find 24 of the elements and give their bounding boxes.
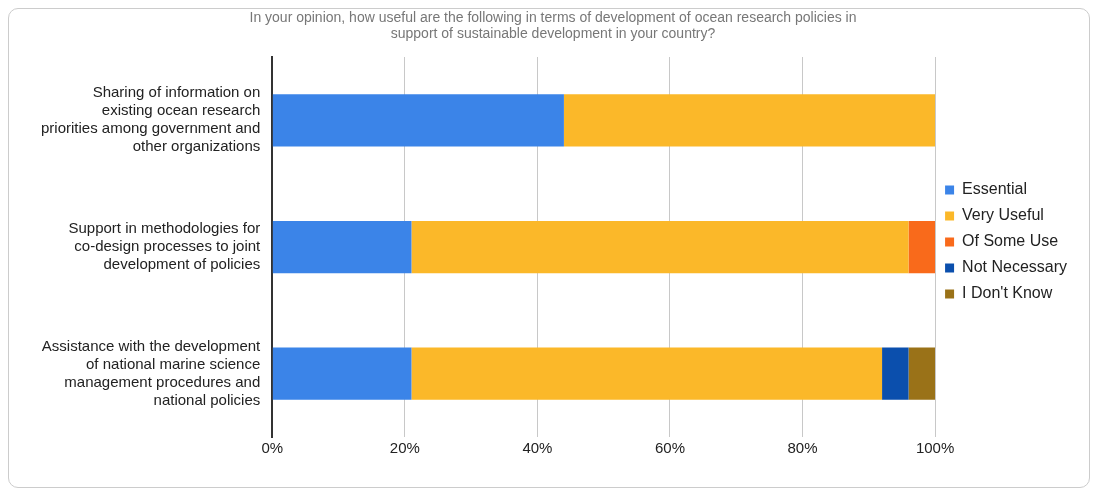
- bar: [411, 220, 909, 274]
- y-tick-label: Support in methodologies for co-design processes to joint development of policies: [68, 219, 262, 273]
- bar: [908, 347, 936, 400]
- x-tick-label: 100%: [915, 439, 955, 457]
- legend-label: I Don't Know: [962, 284, 1053, 302]
- bar: [272, 94, 564, 147]
- y-tick-label: Assistance with the development of national marine science management procedures and national policies: [41, 336, 262, 408]
- x-tick-label: 80%: [787, 439, 818, 457]
- chart-title: In your opinion, how useful are the following in terms of development of ocean research policies in support of sustainable development in your country?: [249, 8, 857, 42]
- bar: [908, 220, 936, 274]
- bar: [882, 347, 909, 400]
- x-tick-label: 0%: [261, 439, 284, 457]
- x-tick-label: 40%: [522, 439, 553, 457]
- legend-label: Of Some Use: [962, 232, 1059, 250]
- legend-label: Very Useful: [962, 206, 1044, 224]
- x-tick-label: 60%: [654, 439, 685, 457]
- bar: [272, 220, 412, 274]
- bar: [563, 94, 936, 147]
- x-tick-label: 20%: [389, 439, 420, 457]
- y-tick-label: Sharing of information on existing ocean research priorities among government and other organizations: [40, 83, 261, 155]
- legend-label: Essential: [962, 180, 1027, 198]
- bar: [411, 347, 883, 400]
- bar: [272, 347, 412, 400]
- legend-label: Not Necessary: [962, 258, 1067, 276]
